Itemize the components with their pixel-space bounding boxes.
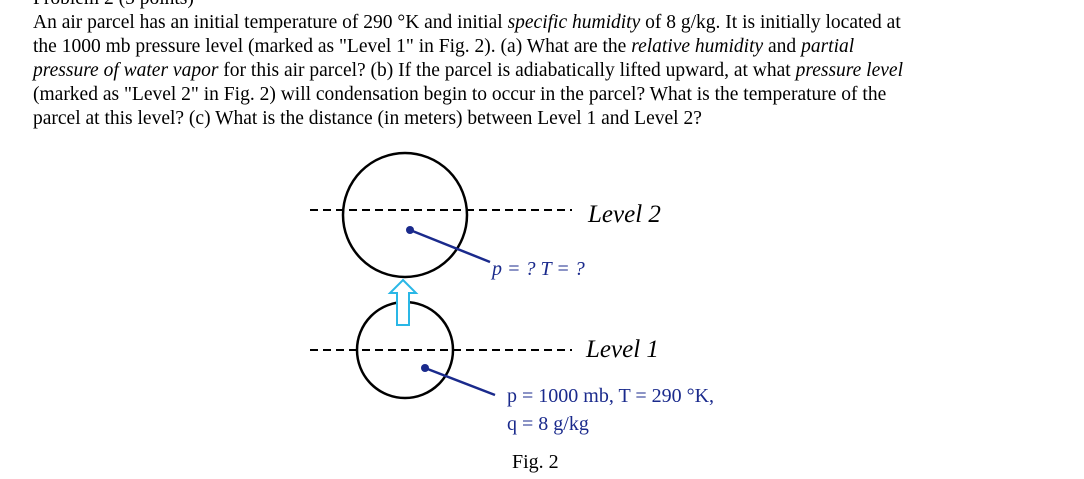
text: partial <box>801 36 855 57</box>
text: pressure of water vapor <box>33 60 219 81</box>
state: p = ? T = ? <box>490 258 585 280</box>
text-line: An air parcel has an initial temperature… <box>33 11 903 35</box>
state: q = 8 g/kg <box>507 413 589 435</box>
text: and <box>763 36 802 57</box>
text: specific humidity <box>507 12 641 33</box>
up-arrow <box>387 278 419 326</box>
level-label: Level 2 <box>587 201 661 228</box>
caption: Fig. 2 <box>512 451 559 473</box>
text: parcel at this level? (c) What is the di… <box>33 108 702 129</box>
problem-text: Problem 2 (5 points) An air parcel has a… <box>33 0 903 131</box>
text: of 8 g/kg. It is initially located at <box>640 12 901 33</box>
text: (marked as "Level 2" in Fig. 2) will con… <box>33 84 887 105</box>
text-line: the 1000 mb pressure level (marked as "L… <box>33 35 903 59</box>
text: relative humidity <box>631 36 764 57</box>
text: An air parcel has an initial temperature… <box>33 12 508 33</box>
heading: Problem 2 (5 points) <box>33 0 903 11</box>
text-line: parcel at this level? (c) What is the di… <box>33 107 903 131</box>
text: for this air parcel? (b) If the parcel i… <box>218 60 796 81</box>
level-label: Level 1 <box>585 336 659 363</box>
text-line: pressure of water vapor for this air par… <box>33 59 903 83</box>
text-line: (marked as "Level 2" in Fig. 2) will con… <box>33 83 903 107</box>
state: p = 1000 mb, T = 290 °K, <box>507 385 714 407</box>
text: pressure level <box>795 60 903 81</box>
pointer <box>409 228 491 264</box>
pointer <box>424 366 496 397</box>
text: the 1000 mb pressure level (marked as "L… <box>33 36 632 57</box>
parcel <box>341 151 469 279</box>
